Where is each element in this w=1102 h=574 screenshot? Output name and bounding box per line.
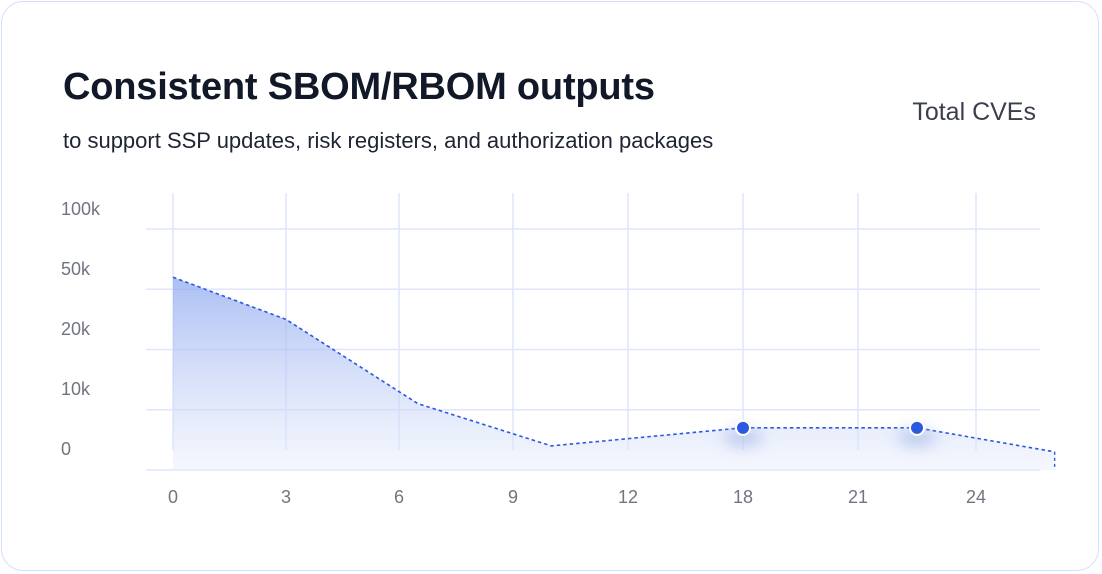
y-tick-label: 10k — [61, 379, 91, 399]
x-axis-ticks: 0 3 6 9 12 18 21 24 — [168, 487, 986, 507]
x-tick-label: 18 — [733, 487, 753, 507]
chart-subtitle: to support SSP updates, risk registers, … — [63, 128, 714, 153]
x-tick-label: 0 — [168, 487, 178, 507]
series-area-fill — [173, 277, 1055, 470]
data-point[interactable] — [909, 419, 925, 436]
x-tick-label: 9 — [508, 487, 518, 507]
series-legend-label: Total CVEs — [912, 98, 1036, 126]
data-point[interactable] — [735, 419, 751, 436]
series-line — [172, 276, 1055, 453]
y-tick-label: 50k — [61, 259, 91, 279]
y-tick-label: 0 — [61, 439, 71, 459]
chart-title: Consistent SBOM/RBOM outputs — [63, 66, 655, 108]
y-tick-label: 20k — [61, 319, 91, 339]
y-axis-ticks: 100k 50k 20k 10k 0 — [61, 199, 101, 459]
x-tick-label: 3 — [281, 487, 291, 507]
data-point-glow — [723, 428, 763, 447]
y-tick-label: 100k — [61, 199, 101, 219]
x-tick-label: 24 — [966, 487, 986, 507]
x-tick-label: 12 — [618, 487, 638, 507]
data-point-glow — [897, 428, 937, 447]
x-tick-label: 21 — [848, 487, 868, 507]
series-markers — [723, 419, 1056, 470]
x-tick-label: 6 — [394, 487, 404, 507]
